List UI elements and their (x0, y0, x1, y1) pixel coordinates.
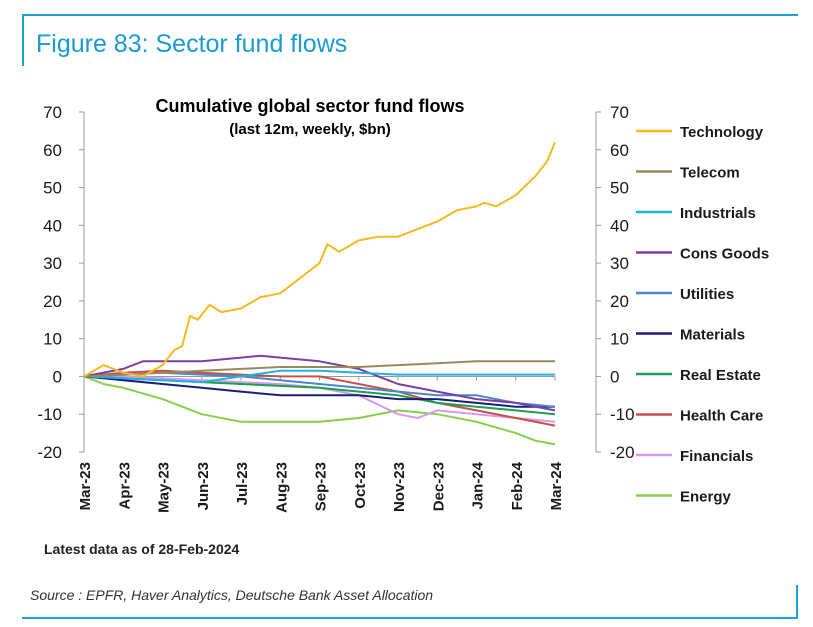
series-line-cons-goods (83, 354, 556, 412)
chart-title: Cumulative global sector fund flows (155, 96, 464, 116)
y-tick-label-left: -10 (37, 405, 62, 424)
y-tick-label-left: 20 (43, 292, 62, 311)
frame-top-border (22, 14, 798, 16)
x-tick-label: May-23 (156, 462, 173, 513)
series-line-technology (83, 141, 556, 378)
x-tick-label: Mar-24 (548, 461, 565, 510)
x-tick-label: Jul-23 (234, 462, 251, 505)
x-tick-label: Sep-23 (313, 462, 330, 511)
y-tick-label-right: 10 (610, 330, 629, 349)
legend-label-energy: Energy (680, 489, 732, 506)
legend-label-industrials: Industrials (680, 205, 756, 222)
x-tick-label: Jan-24 (470, 461, 487, 509)
y-tick-label-right: -20 (610, 443, 635, 462)
figure-title: Figure 83: Sector fund flows (36, 30, 348, 58)
series-line-energy (83, 375, 556, 446)
series-line-health-care (83, 369, 556, 427)
y-tick-label-left: 40 (43, 216, 62, 235)
legend-label-telecom: Telecom (680, 165, 740, 182)
x-tick-label: Oct-23 (352, 462, 369, 509)
latest-data-note: Latest data as of 28-Feb-2024 (44, 541, 240, 557)
x-tick-label: Mar-23 (77, 462, 94, 510)
y-tick-label-right: 60 (610, 141, 629, 160)
series-line-materials (83, 375, 555, 408)
x-tick-label: Feb-24 (509, 461, 526, 510)
y-tick-label-right: 30 (610, 254, 629, 273)
series-line-telecom (83, 360, 555, 378)
x-tick-label: Jun-23 (195, 462, 212, 510)
series-line-industrials (83, 369, 555, 384)
x-tick-label: Aug-23 (273, 462, 290, 513)
y-tick-label-left: 0 (53, 367, 62, 386)
legend-label-materials: Materials (680, 327, 745, 344)
frame-right-border (796, 585, 798, 619)
legend-label-health-care: Health Care (680, 408, 763, 425)
series-line-financials (84, 375, 556, 423)
frame-bottom-border (22, 617, 798, 619)
y-tick-label-right: -10 (610, 405, 635, 424)
y-tick-label-left: 50 (43, 179, 62, 198)
y-tick-label-right: 40 (610, 216, 629, 235)
x-tick-label: Apr-23 (116, 462, 133, 510)
y-tick-label-right: 20 (610, 292, 629, 311)
legend-label-technology: Technology (680, 124, 764, 141)
y-tick-label-left: 30 (43, 254, 62, 273)
legend-label-utilities: Utilities (680, 286, 734, 303)
legend-label-real-estate: Real Estate (680, 367, 761, 384)
x-tick-label: Nov-23 (391, 462, 408, 512)
legend-label-cons-goods: Cons Goods (680, 246, 769, 263)
chart-subtitle: (last 12m, weekly, $bn) (229, 121, 390, 138)
legend-label-financials: Financials (680, 448, 753, 465)
y-tick-label-right: 0 (610, 367, 619, 386)
y-tick-label-left: 60 (43, 141, 62, 160)
y-tick-label-right: 70 (610, 103, 629, 122)
y-tick-label-left: 70 (43, 103, 62, 122)
y-tick-label-right: 50 (610, 179, 629, 198)
y-tick-label-left: 10 (43, 330, 62, 349)
source-note: Source : EPFR, Haver Analytics, Deutsche… (30, 587, 434, 603)
y-tick-label-left: -20 (37, 443, 62, 462)
frame-left-border (22, 14, 24, 66)
x-tick-label: Dec-23 (430, 462, 447, 511)
